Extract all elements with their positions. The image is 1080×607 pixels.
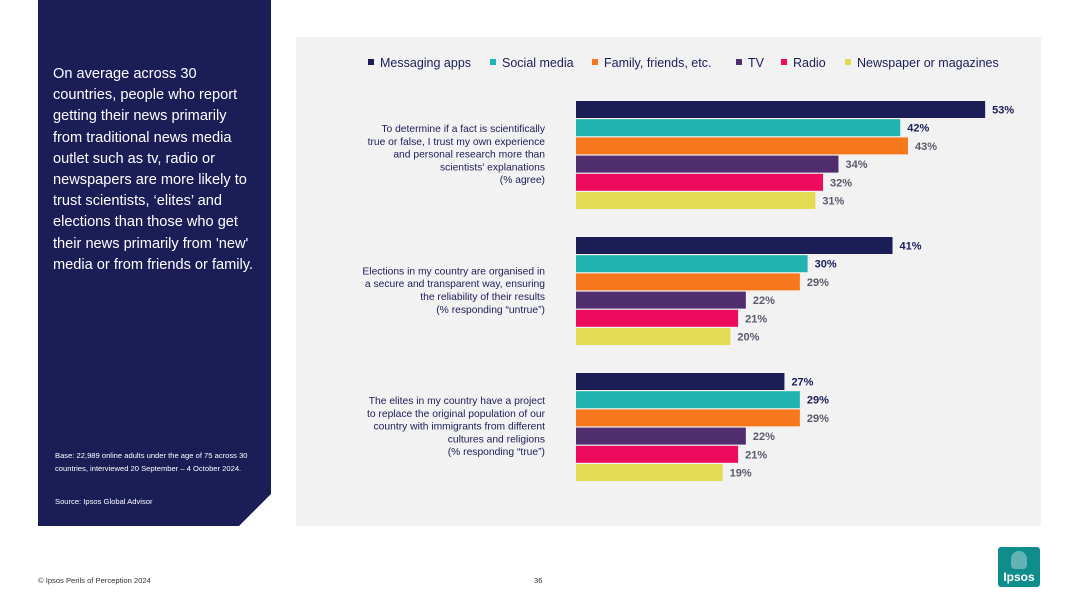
footer-copyright: © Ipsos Perils of Perception 2024 xyxy=(38,576,151,585)
category-label: Elections in my country are organised in xyxy=(362,266,545,277)
data-label: 53% xyxy=(992,105,1014,117)
legend-swatch xyxy=(592,59,598,65)
category-label: the reliability of their results xyxy=(420,292,545,303)
legend-swatch xyxy=(736,59,742,65)
legend-swatch xyxy=(490,59,496,65)
category-label: scientists' explanations xyxy=(440,162,545,173)
category-label: (% agree) xyxy=(500,175,545,186)
bar xyxy=(576,237,893,254)
data-label: 22% xyxy=(753,431,775,443)
legend-label: Family, friends, etc. xyxy=(604,56,711,70)
logo-mark-icon xyxy=(1011,551,1027,569)
bar xyxy=(576,273,800,291)
side-headline: On average across 30 countries, people w… xyxy=(53,66,254,273)
data-label: 29% xyxy=(807,395,829,407)
data-label: 22% xyxy=(753,295,775,307)
data-label: 43% xyxy=(915,141,937,153)
bar xyxy=(576,328,731,345)
data-label: 27% xyxy=(791,377,813,389)
data-label: 29% xyxy=(807,413,829,425)
legend-swatch xyxy=(781,59,787,65)
bar xyxy=(576,137,908,155)
bar xyxy=(576,391,800,409)
bar xyxy=(576,445,739,463)
data-label: 34% xyxy=(845,159,867,171)
bar xyxy=(576,373,785,390)
side-panel xyxy=(38,0,271,526)
bar xyxy=(576,101,986,118)
category-label: To determine if a fact is scientifically xyxy=(381,124,546,135)
bar xyxy=(576,173,824,191)
data-label: 32% xyxy=(830,177,852,189)
ipsos-logo: Ipsos xyxy=(998,547,1040,587)
logo-text: Ipsos xyxy=(1003,570,1035,584)
category-label: cultures and religions xyxy=(448,434,545,445)
bar xyxy=(576,155,839,173)
category-label: The elites in my country have a project xyxy=(369,396,545,407)
bar xyxy=(576,255,808,273)
category-label: a secure and transparent way, ensuring xyxy=(365,279,545,290)
data-label: 29% xyxy=(807,277,829,289)
bar xyxy=(576,427,746,445)
category-label: and personal research more than xyxy=(393,150,545,161)
data-label: 42% xyxy=(907,123,929,135)
legend-swatch xyxy=(845,59,851,65)
bar xyxy=(576,119,901,137)
category-label: country with immigrants from different xyxy=(374,422,546,433)
legend-label: Social media xyxy=(502,56,574,70)
bar xyxy=(576,309,739,327)
legend-swatch xyxy=(368,59,374,65)
base-note: Base: 22,989 online adults under the age… xyxy=(55,451,248,473)
legend-label: Messaging apps xyxy=(380,56,471,70)
page-number: 36 xyxy=(534,576,543,585)
category-label: (% responding “untrue”) xyxy=(436,305,545,316)
bar xyxy=(576,192,816,209)
category-label: true or false, I trust my own experience xyxy=(368,137,546,148)
data-label: 41% xyxy=(900,241,922,253)
legend-label: Newspaper or magazines xyxy=(857,56,999,70)
data-label: 21% xyxy=(745,313,767,325)
source-note: Source: Ipsos Global Advisor xyxy=(55,497,153,506)
data-label: 31% xyxy=(822,196,844,208)
category-label: (% responding “true”) xyxy=(448,447,545,458)
data-label: 20% xyxy=(737,332,759,344)
legend-label: Radio xyxy=(793,56,826,70)
bar xyxy=(576,291,746,309)
data-label: 30% xyxy=(815,259,837,271)
legend-label: TV xyxy=(748,56,765,70)
data-label: 19% xyxy=(730,468,752,480)
category-label: to replace the original population of ou… xyxy=(367,409,546,420)
data-label: 21% xyxy=(745,449,767,461)
bar xyxy=(576,409,800,427)
bar xyxy=(576,464,723,481)
